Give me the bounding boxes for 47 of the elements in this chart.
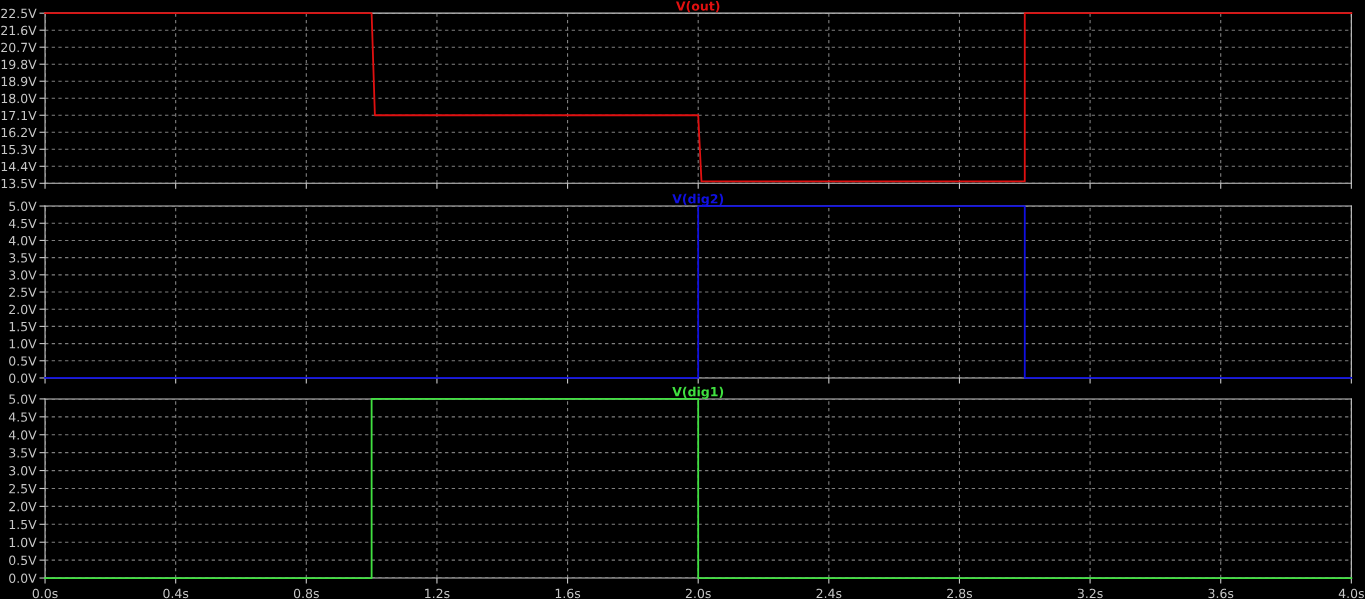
y-tick-label: 3.5V — [9, 253, 37, 263]
x-tick-label: 3.6s — [1208, 588, 1234, 599]
y-tick-label: 16.2V — [1, 127, 37, 138]
y-tick-label: 1.5V — [9, 322, 37, 332]
y-tick-label: 15.3V — [1, 144, 37, 155]
y-tick-label: 22.5V — [1, 8, 37, 19]
x-tick-label: 1.6s — [555, 588, 581, 599]
y-tick-label: 1.0V — [9, 339, 37, 349]
y-tick-label: 0.0V — [9, 573, 37, 583]
y-tick-label: 14.4V — [1, 161, 37, 172]
x-tick-label: 2.0s — [685, 588, 711, 599]
y-tick-label: 19.8V — [1, 59, 37, 70]
y-tick-label: 0.0V — [9, 373, 37, 383]
x-tick-label: 4.0s — [1338, 588, 1364, 599]
chart-title: V(dig2) — [672, 193, 724, 207]
y-tick-label: 3.5V — [9, 448, 37, 458]
x-tick-label: 2.4s — [816, 588, 842, 599]
y-tick-label: 2.5V — [9, 483, 37, 494]
y-tick-label: 20.7V — [1, 42, 37, 53]
y-tick-label: 2.5V — [9, 287, 37, 297]
x-tick-label: 0.0s — [32, 588, 58, 599]
y-tick-label: 3.0V — [9, 270, 37, 280]
y-tick-label: 18.9V — [1, 76, 37, 87]
y-tick-label: 2.0V — [9, 304, 37, 315]
y-tick-label: 5.0V — [9, 201, 37, 211]
x-tick-label: 3.2s — [1077, 588, 1103, 599]
y-tick-label: 2.0V — [9, 501, 37, 512]
y-tick-label: 21.6V — [1, 25, 37, 36]
chart-title: V(out) — [675, 1, 720, 13]
y-tick-label: 0.5V — [9, 356, 37, 366]
y-tick-label: 13.5V — [1, 178, 37, 189]
y-tick-label: 3.0V — [9, 466, 37, 476]
y-tick-label: 0.5V — [9, 555, 37, 566]
y-tick-label: 18.0V — [1, 93, 37, 104]
x-tick-label: 0.8s — [293, 588, 319, 599]
y-tick-label: 4.0V — [8, 235, 37, 246]
y-tick-label: 4.5V — [8, 218, 37, 229]
chart-title: V(dig1) — [672, 386, 724, 399]
y-tick-label: 4.5V — [8, 412, 37, 422]
y-tick-label: 4.0V — [8, 430, 37, 440]
y-tick-label: 17.1V — [1, 110, 37, 120]
y-tick-label: 1.5V — [9, 519, 37, 530]
y-tick-label: 1.0V — [9, 537, 37, 548]
x-tick-label: 1.2s — [425, 588, 450, 599]
x-tick-label: 2.8s — [947, 588, 973, 599]
y-tick-label: 5.0V — [9, 394, 37, 404]
x-tick-label: 0.4s — [163, 588, 189, 599]
